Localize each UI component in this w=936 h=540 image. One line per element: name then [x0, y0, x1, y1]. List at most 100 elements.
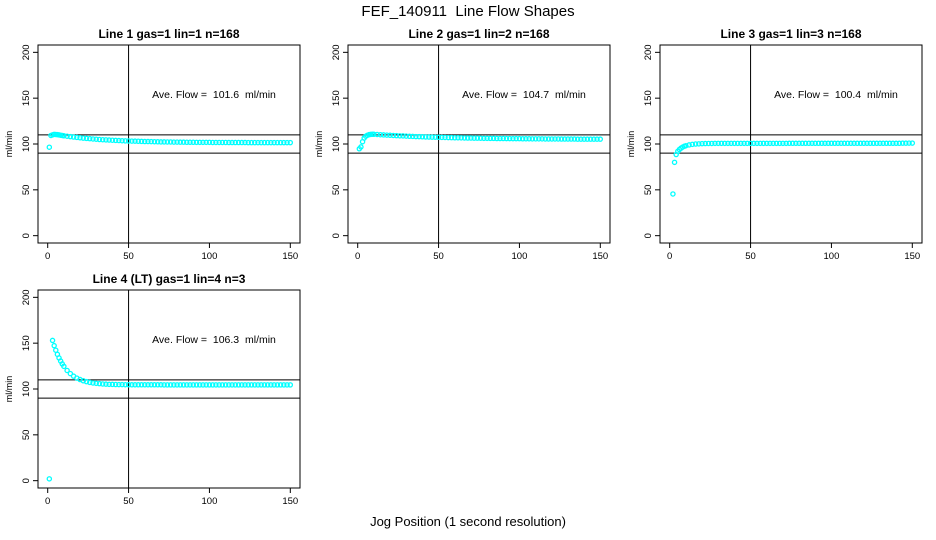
data-point [670, 191, 676, 197]
data-point [490, 135, 497, 142]
data-point [747, 140, 754, 147]
data-point [683, 142, 689, 149]
y-tick-label: 50 [331, 185, 342, 196]
data-point [93, 380, 99, 387]
data-point [387, 132, 393, 139]
data-point [206, 382, 213, 388]
data-point [80, 378, 87, 384]
subplot-title: Line 1 gas=1 lin=1 n=168 [98, 27, 240, 41]
data-point [106, 137, 112, 143]
data-point [151, 382, 158, 388]
data-point [90, 380, 96, 386]
data-point [122, 381, 129, 388]
data-point [705, 140, 712, 147]
data-point [545, 136, 552, 142]
plot-canvas: 0 50 100 150 0 50 100 150 200 ml/min [4, 289, 301, 507]
data-point [196, 382, 203, 388]
data-point [229, 139, 235, 146]
data-point [129, 138, 135, 144]
data-point [161, 382, 167, 388]
data-point [426, 134, 432, 140]
data-point [552, 136, 558, 142]
data-point [287, 139, 294, 146]
data-point [242, 139, 248, 146]
data-point [818, 140, 825, 147]
data-point [789, 140, 796, 147]
data-point [451, 135, 458, 141]
data-point [409, 133, 416, 140]
subplot-line-1: Line 1 gas=1 lin=1 n=168 0 50 100 150 0 50 100… [0, 25, 312, 270]
y-tick-label: 50 [21, 185, 32, 196]
data-point [112, 137, 119, 144]
data-point [164, 382, 171, 388]
data-point [380, 132, 387, 138]
subplot-line-2: Line 2 gas=1 lin=2 n=168 0 50 100 150 0 50 100… [310, 25, 622, 270]
data-point [51, 342, 57, 349]
data-point [268, 382, 274, 388]
data-point [180, 139, 187, 145]
data-point [271, 139, 277, 146]
data-point [532, 136, 539, 142]
data-point [464, 135, 471, 141]
y-axis-label: ml/min [4, 376, 14, 403]
data-point [542, 136, 549, 142]
data-point [83, 378, 90, 385]
data-point [154, 382, 161, 388]
data-point [899, 140, 906, 146]
data-point [715, 140, 721, 147]
data-point [83, 135, 90, 142]
data-point [696, 141, 702, 147]
data-point [203, 139, 209, 146]
data-point [584, 136, 591, 142]
data-point [171, 139, 177, 145]
data-point [487, 135, 494, 142]
data-point [287, 382, 294, 388]
data-point [571, 136, 578, 142]
data-point [99, 381, 106, 387]
y-tick-label: 50 [643, 185, 654, 196]
data-point [242, 382, 248, 388]
data-point [46, 144, 53, 150]
data-point [74, 134, 80, 141]
data-point [174, 139, 180, 145]
y-tick-label: 0 [643, 233, 654, 238]
data-point [87, 135, 93, 142]
data-point [873, 140, 880, 147]
plot-box [37, 289, 301, 489]
data-point [597, 136, 604, 142]
data-point [135, 382, 142, 388]
data-point [539, 136, 545, 142]
data-point [738, 140, 744, 147]
data-point [184, 382, 190, 388]
data-point [484, 135, 490, 142]
data-point [413, 133, 419, 140]
x-tick-label: 100 [824, 251, 840, 262]
data-point [232, 382, 239, 388]
data-point [763, 140, 770, 147]
data-point [67, 370, 74, 377]
data-point [77, 135, 83, 141]
data-point [145, 382, 151, 388]
data-point [806, 140, 812, 147]
data-point [61, 133, 67, 139]
data-point [838, 140, 844, 147]
data-point [883, 140, 890, 147]
data-point [828, 140, 835, 147]
data-point [445, 134, 452, 141]
data-point [709, 140, 715, 147]
x-tick-label: 0 [45, 251, 50, 262]
data-point [442, 134, 448, 141]
y-tick-label: 100 [331, 136, 342, 152]
data-point [219, 382, 226, 388]
y-tick-label: 100 [21, 381, 32, 397]
x-tick-label: 50 [745, 251, 756, 262]
data-point [851, 140, 857, 147]
data-point [471, 135, 477, 141]
data-point [67, 133, 74, 140]
data-point [523, 136, 529, 142]
data-point [174, 382, 180, 388]
y-tick-label: 150 [331, 90, 342, 106]
subplot-title: Line 3 gas=1 lin=3 n=168 [720, 27, 862, 41]
data-point [255, 382, 261, 388]
